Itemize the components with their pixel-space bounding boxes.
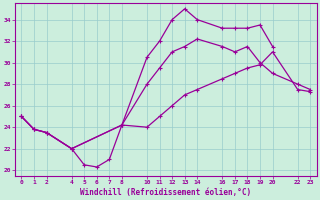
X-axis label: Windchill (Refroidissement éolien,°C): Windchill (Refroidissement éolien,°C) bbox=[80, 188, 252, 197]
